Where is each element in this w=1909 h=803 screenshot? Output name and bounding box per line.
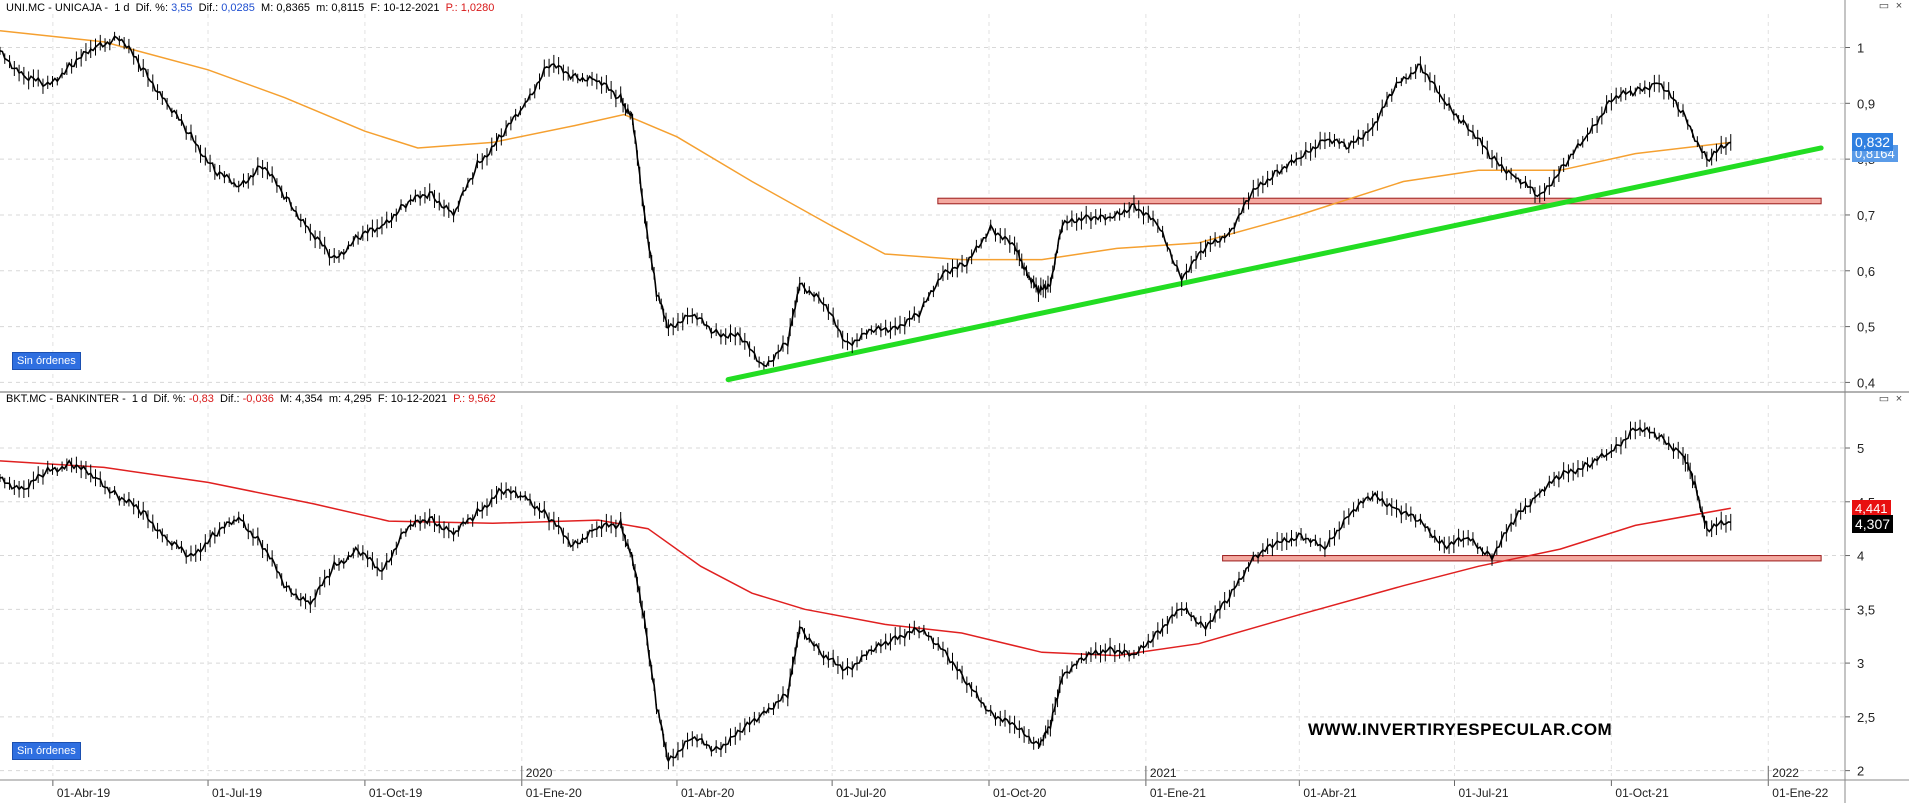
uni-ytick-label: 0,6 <box>1857 264 1875 279</box>
bkt-date: 10-12-2021 <box>390 393 447 405</box>
xtick-label: 01-Jul-20 <box>836 786 886 800</box>
uni-timeframe: 1 d <box>114 2 130 14</box>
bkt-orders-badge[interactable]: Sin órdenes <box>12 742 81 760</box>
year-label: 2022 <box>1772 766 1799 780</box>
bkt-ytick-label: 5 <box>1857 441 1864 456</box>
uni-date-label: F: <box>370 2 381 14</box>
uni-p: 1,0280 <box>460 2 495 14</box>
uni-dif-pct-label: Dif. %: <box>135 2 169 14</box>
uni-orders-badge[interactable]: Sin órdenes <box>12 352 81 370</box>
bkt-moving-average <box>0 460 1731 657</box>
uni-moving-average <box>0 29 1731 261</box>
uni-close-button[interactable]: × <box>1895 0 1903 12</box>
bkt-ytick-label: 4 <box>1857 549 1864 564</box>
bkt-ytick-label: 3 <box>1857 656 1864 671</box>
bkt-ytick-label: 3,5 <box>1857 602 1875 617</box>
uni-dif-label: Dif.: <box>198 2 219 14</box>
uni-ytick-label: 0,9 <box>1857 96 1875 111</box>
uni-ytick-label: 0,5 <box>1857 320 1875 335</box>
bkt-price-series <box>0 426 1731 763</box>
time-axis: 01-Abr-19 01-Jul-19 01-Oct-19 01-Ene-20 01-A… <box>52 766 1829 800</box>
bkt-symbol: BKT.MC - BANKINTER - <box>6 393 126 405</box>
uni-dif: 0,0285 <box>221 2 255 14</box>
uni-max-label: M: <box>261 2 274 14</box>
bkt-max: 4,354 <box>295 393 323 405</box>
bkt-max-label: M: <box>279 393 293 405</box>
bkt-date-label: F: <box>377 393 388 405</box>
bkt-ma-tag: 4,441 <box>1852 500 1891 517</box>
xtick-label: 01-Ene-20 <box>526 786 582 800</box>
bkt-p-label: P.: <box>453 393 466 405</box>
xtick-label: 01-Jul-19 <box>212 786 262 800</box>
bkt-dif: -0,036 <box>242 393 274 405</box>
uni-min: 0,8115 <box>331 2 365 14</box>
bkt-timeframe: 1 d <box>131 393 148 405</box>
bkt-close-button[interactable]: × <box>1895 393 1903 405</box>
bkt-min: 4,295 <box>344 393 372 405</box>
xtick-label: 01-Oct-20 <box>993 786 1047 800</box>
bkt-price-tag: 4,307 <box>1852 515 1894 533</box>
uni-symbol: UNI.MC - UNICAJA - <box>6 2 109 14</box>
uni-header: UNI.MC - UNICAJA - 1 d Dif. %: 3,55 Dif.… <box>6 2 494 14</box>
bkt-dif-pct: -0,83 <box>188 393 214 405</box>
bkt-dif-pct-label: Dif. %: <box>153 393 186 405</box>
uni-date: 10-12-2021 <box>383 2 440 14</box>
xtick-label: 01-Oct-19 <box>369 786 423 800</box>
uni-dif-pct: 3,55 <box>171 2 193 14</box>
uni-price-series <box>0 35 1732 368</box>
bkt-p: 9,562 <box>468 393 496 405</box>
uni-chart[interactable]: 0,40,50,60,70,80,91 <box>0 14 1875 390</box>
uni-price-tag: 0,832 <box>1852 133 1894 151</box>
bkt-chart[interactable]: 22,533,544,55 <box>0 405 1875 779</box>
bkt-restore-button[interactable]: ▭ <box>1878 393 1890 405</box>
xtick-label: 01-Ene-22 <box>1772 786 1828 800</box>
uni-trendline <box>725 145 1824 383</box>
uni-min-label: m: <box>316 2 329 14</box>
xtick-label: 01-Oct-21 <box>1615 786 1669 800</box>
xtick-label: 01-Abr-21 <box>1303 786 1357 800</box>
year-label: 2021 <box>1150 766 1177 780</box>
bkt-dif-label: Dif.: <box>220 393 240 405</box>
bkt-header: BKT.MC - BANKINTER - 1 d Dif. %: -0,83 D… <box>6 393 496 405</box>
uni-p-label: P.: <box>445 2 458 14</box>
uni-ytick-label: 1 <box>1857 40 1864 55</box>
year-label: 2020 <box>526 766 553 780</box>
uni-max: 0,8365 <box>276 2 310 14</box>
watermark: WWW.INVERTIRYESPECULAR.COM <box>1308 720 1613 739</box>
bkt-min-label: m: <box>328 393 342 405</box>
uni-restore-button[interactable]: ▭ <box>1878 0 1890 12</box>
xtick-label: 01-Ene-21 <box>1150 786 1206 800</box>
bkt-ytick-label: 2,5 <box>1857 710 1875 725</box>
bkt-ytick-label: 2 <box>1857 764 1864 779</box>
uni-ytick-label: 0,4 <box>1857 375 1875 390</box>
xtick-label: 01-Abr-20 <box>681 786 735 800</box>
xtick-label: 01-Abr-19 <box>57 786 111 800</box>
bkt-level-band <box>1222 555 1822 562</box>
uni-ytick-label: 0,7 <box>1857 208 1875 223</box>
xtick-label: 01-Jul-21 <box>1459 786 1509 800</box>
uni-level-band <box>937 197 1822 205</box>
